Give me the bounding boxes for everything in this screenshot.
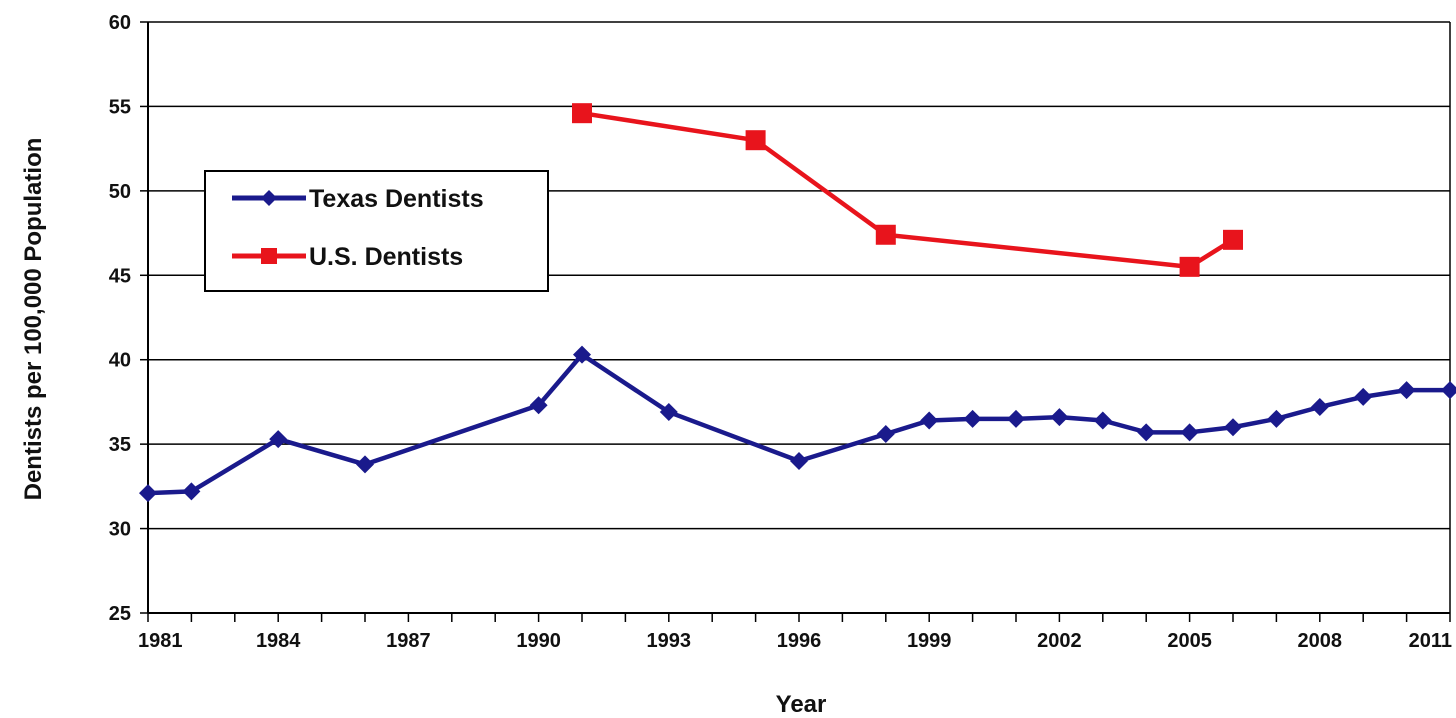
data-point-us (745, 130, 766, 151)
data-point-texas (659, 403, 678, 422)
x-tick-label: 2005 (1167, 630, 1212, 652)
series-line-us (581, 110, 1235, 270)
x-tick-label: 1981 (138, 630, 183, 652)
x-tick-label: 1987 (386, 630, 431, 652)
y-tick-label: 25 (109, 603, 131, 625)
data-point-texas (356, 455, 374, 474)
data-point-texas (1310, 397, 1329, 416)
data-point-texas (1180, 423, 1199, 442)
legend-label-us: U.S. Dentists (309, 243, 463, 271)
legend: Texas Dentists U.S. Dentists (204, 170, 549, 292)
y-tick-label: 30 (109, 519, 131, 541)
data-point-texas (963, 409, 982, 428)
legend-box (204, 170, 549, 292)
data-point-texas (790, 452, 808, 471)
data-point-texas (1050, 408, 1069, 427)
data-point-texas (529, 396, 548, 415)
legend-label-texas: Texas Dentists (309, 185, 484, 213)
data-point-us (875, 224, 896, 245)
data-point-texas (1441, 381, 1456, 400)
axes (140, 21, 1451, 622)
series-lines (139, 103, 1456, 503)
x-tick-labels: 1981 1984 1987 1990 1993 1996 1999 2002 2005 2008… (138, 630, 1452, 652)
x-tick-label: 1990 (516, 630, 561, 652)
x-tick-label: 2002 (1037, 630, 1082, 652)
data-point-us (1223, 229, 1243, 250)
legend-marker-us (261, 248, 277, 264)
y-tick-label: 60 (109, 12, 131, 34)
series-line-texas (147, 352, 1450, 496)
data-point-texas (876, 425, 895, 444)
data-point-texas (1137, 423, 1156, 442)
data-point-texas (1354, 387, 1373, 406)
y-tick-label: 35 (109, 434, 131, 456)
data-point-texas (1093, 411, 1112, 430)
y-tick-label: 45 (109, 265, 131, 287)
data-point-texas (182, 482, 201, 501)
x-axis-title: Year (776, 691, 827, 718)
data-point-texas (1224, 418, 1242, 437)
x-tick-label: 1999 (907, 630, 952, 652)
data-point-texas (573, 345, 591, 364)
x-tick-label: 1993 (647, 630, 692, 652)
x-tick-label: 1996 (777, 630, 822, 652)
data-point-texas (920, 411, 939, 430)
y-tick-label: 50 (109, 181, 131, 203)
y-axis-title: Dentists per 100,000 Population (20, 138, 47, 501)
x-tick-label: 2008 (1298, 630, 1343, 652)
legend-marker-texas (261, 190, 277, 206)
x-tick-label: 1984 (256, 630, 301, 652)
y-tick-label: 55 (109, 96, 131, 118)
data-point-us (1179, 256, 1200, 277)
data-point-us (572, 103, 592, 124)
data-point-texas (139, 484, 157, 503)
data-point-texas (1007, 409, 1025, 428)
y-tick-labels: 25 30 35 40 45 50 55 60 (109, 12, 131, 625)
data-point-texas (1267, 409, 1286, 428)
data-point-texas (269, 430, 288, 449)
data-point-texas (1397, 381, 1416, 400)
x-tick-label: 2011 (1409, 630, 1452, 652)
y-tick-label: 40 (109, 350, 131, 372)
